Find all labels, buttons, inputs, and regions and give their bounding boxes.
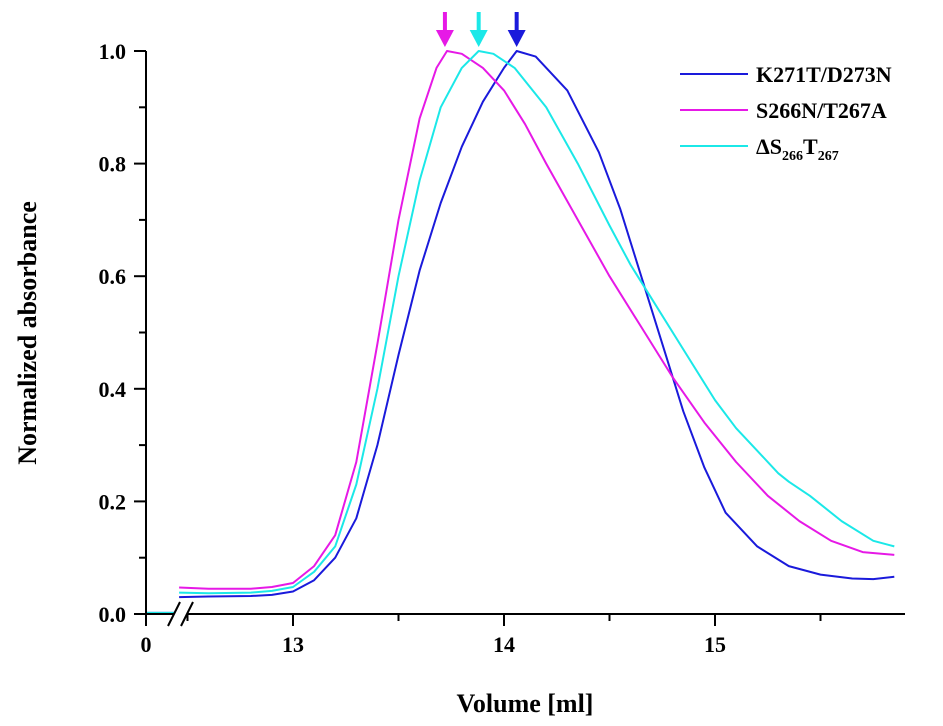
axes — [145, 51, 905, 627]
x-tick-label-3: 15 — [704, 632, 726, 657]
y-ticks: 0.0 0.2 0.4 0.6 0.8 1.0 — [99, 39, 146, 627]
peak-arrow-1 — [435, 12, 454, 47]
x-tick-label-2: 14 — [493, 632, 515, 657]
y-tick-label-5: 1.0 — [99, 39, 127, 64]
y-axis-title: Normalized absorbance — [13, 201, 42, 465]
legend-label-0: K271T/D273N — [756, 62, 892, 87]
peak-arrow-2 — [469, 12, 488, 47]
series-line-0-seg-1 — [179, 50, 895, 599]
x-ticks: 0 13 14 15 — [141, 614, 822, 657]
legend: K271T/D273N S266N/T267A ΔS266T267 — [680, 62, 892, 164]
legend-label-1: S266N/T267A — [756, 98, 887, 123]
series-line-2-seg-1 — [179, 50, 895, 595]
peak-arrow-0 — [507, 12, 526, 47]
y-tick-label-3: 0.6 — [99, 264, 127, 289]
y-tick-label-1: 0.2 — [99, 489, 127, 514]
legend-label-2: ΔS266T267 — [756, 134, 839, 164]
y-tick-label-2: 0.4 — [99, 377, 127, 402]
series-lines — [146, 50, 895, 614]
y-tick-label-0: 0.0 — [99, 602, 127, 627]
peak-arrows — [435, 12, 526, 47]
x-tick-label-0: 0 — [141, 632, 152, 657]
x-tick-label-1: 13 — [282, 632, 304, 657]
x-axis-title: Volume [ml] — [457, 689, 594, 718]
y-tick-label-4: 0.8 — [99, 152, 127, 177]
series-line-1-seg-1 — [179, 50, 895, 590]
